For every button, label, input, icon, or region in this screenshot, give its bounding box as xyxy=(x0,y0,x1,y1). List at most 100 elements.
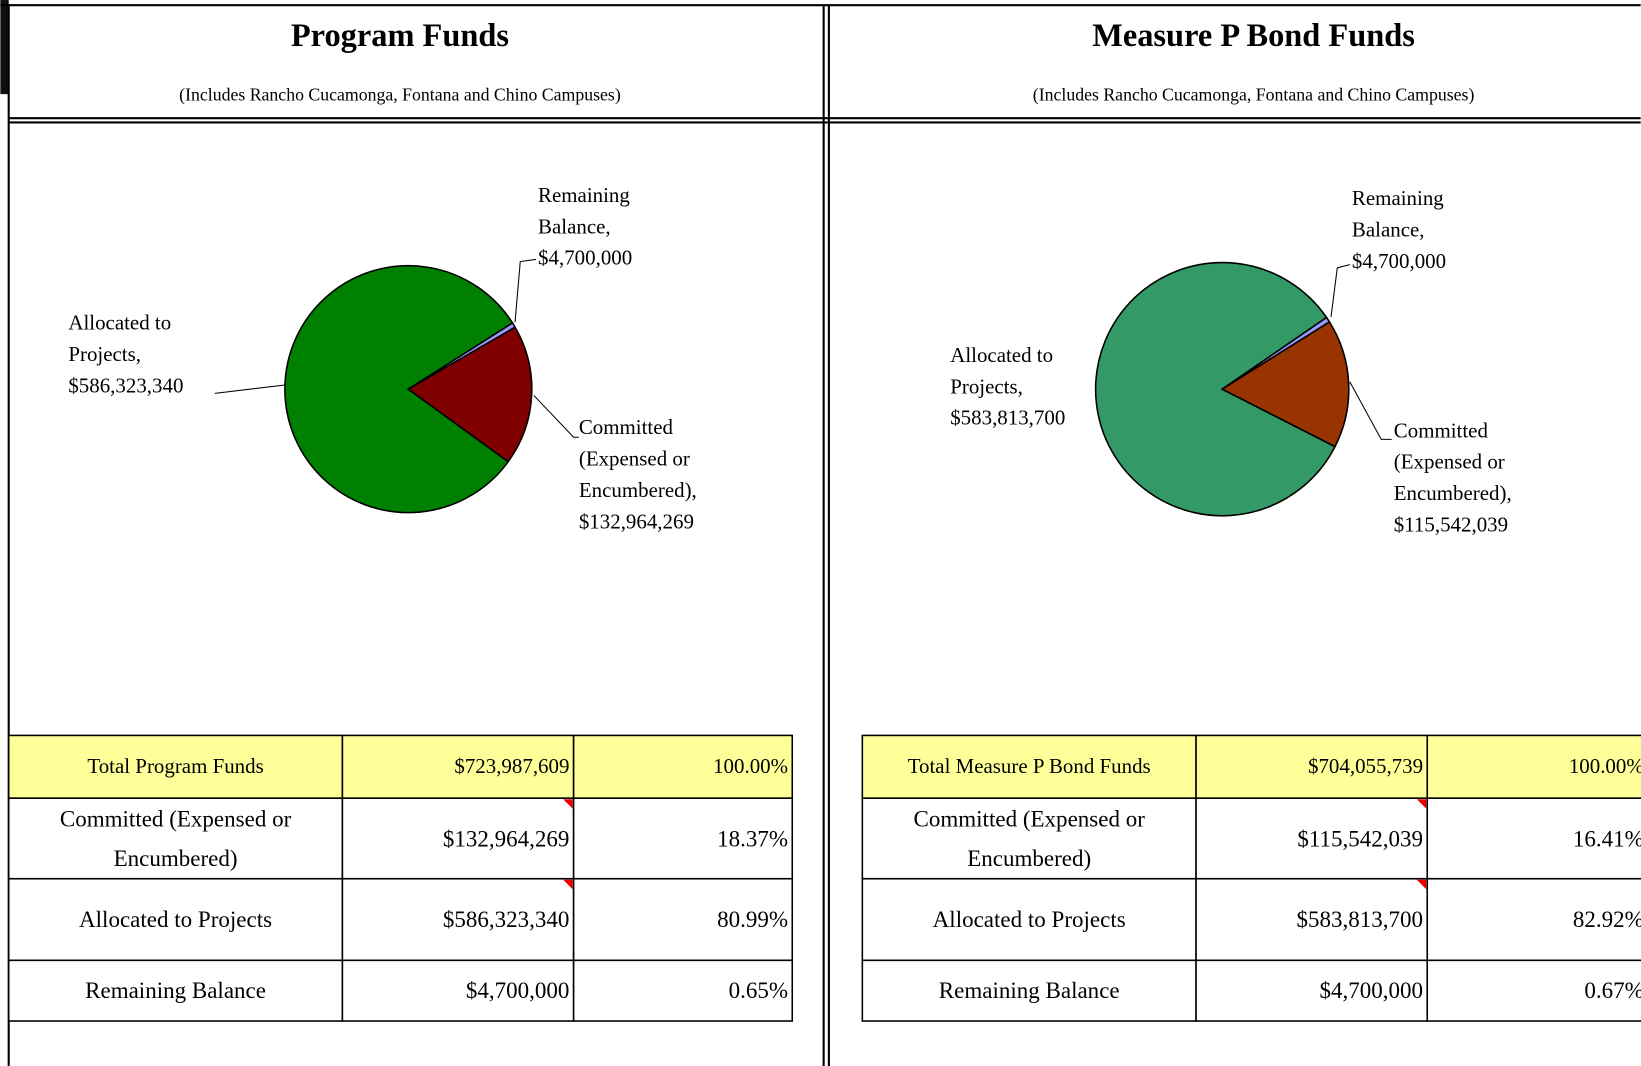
leader-line xyxy=(533,395,579,438)
cell-value: $704,055,739 xyxy=(1307,755,1424,779)
cell-value: Total Measure P Bond Funds xyxy=(907,755,1151,779)
slice-value-label: $586,323,340 xyxy=(68,374,184,398)
cell-value: 0.65% xyxy=(728,977,789,1004)
table-cell xyxy=(861,734,1197,799)
cell-content: 100.00% xyxy=(574,735,793,798)
cell-value: Allocated to Projects xyxy=(932,905,1126,933)
cell-value: $723,987,609 xyxy=(454,755,570,779)
cell-content: 0.65% xyxy=(574,960,793,1021)
cell-text: Committed (Expensed or Encumbered) xyxy=(862,798,1196,879)
leader-line xyxy=(514,258,537,323)
slice-label: Committed (Expensed or Encumbered), $115,… xyxy=(1393,419,1512,537)
panel-title: Measure P Bond Funds xyxy=(1092,18,1415,54)
cell-value: 16.41% xyxy=(1572,824,1641,852)
slice-value-label: $4,700,000 xyxy=(538,246,633,270)
pie-slice xyxy=(1094,261,1337,517)
slice-label-box: Remaining Balance, $4,700,000 xyxy=(538,180,664,274)
cell-content: 16.41% xyxy=(1427,798,1641,879)
leader-line xyxy=(214,384,285,394)
table-cell xyxy=(572,797,794,880)
slice-label: Allocated to Projects, $586,323,340 xyxy=(68,311,184,398)
cell-text: Remaining Balance xyxy=(862,960,1196,1021)
cell-value: $4,700,000 xyxy=(1319,977,1424,1004)
pie-slice xyxy=(406,326,533,463)
cell-value: $132,964,269 xyxy=(442,824,570,852)
cell-text: Allocated to Projects xyxy=(9,879,343,961)
cell-content: Committed (Expensed or Encumbered) xyxy=(862,798,1196,879)
cell-content: Allocated to Projects xyxy=(862,879,1196,961)
cell-value: $4,700,000 xyxy=(465,977,570,1004)
slice-category: Allocated to Projects, xyxy=(68,311,172,367)
leader-line xyxy=(1349,381,1392,440)
cell-value: $583,813,700 xyxy=(1296,905,1424,933)
comment-marker xyxy=(1416,879,1427,890)
cell-text: 82.92% xyxy=(1572,905,1641,933)
cell-text: Committed (Expensed or Encumbered) xyxy=(9,798,343,879)
cell-content: 18.37% xyxy=(574,798,793,879)
table-cell xyxy=(1426,959,1641,1022)
cell-text: 0.67% xyxy=(1427,960,1641,1021)
cell-content: 0.67% xyxy=(1427,960,1641,1021)
slice-label-box: Committed (Expensed or Encumbered), $132,… xyxy=(579,412,736,538)
table-cell xyxy=(1195,734,1429,799)
table-cell xyxy=(1426,797,1641,880)
cell-text: $132,964,269 xyxy=(442,824,570,852)
table-cell xyxy=(7,734,344,799)
slice-value-label: $4,700,000 xyxy=(1351,250,1447,274)
cell-value: Committed (Expensed or Encumbered) xyxy=(59,804,292,871)
cell-content: $4,700,000 xyxy=(1196,960,1427,1021)
cell-content: $583,813,700 xyxy=(1196,879,1427,961)
cell-value: $115,542,039 xyxy=(1297,824,1424,852)
table-cell xyxy=(861,877,1197,962)
cell-text: Total Program Funds xyxy=(87,755,263,778)
cell-value: 0.67% xyxy=(1584,977,1641,1004)
cell-text: Remaining Balance xyxy=(9,960,343,1021)
cell-content: Committed (Expensed or Encumbered) xyxy=(9,798,343,879)
cell-text: $704,055,739 xyxy=(1196,735,1427,798)
cell-value: 100.00% xyxy=(713,755,789,779)
cell-text: 18.37% xyxy=(574,798,793,879)
slice-label: Committed (Expensed or Encumbered), $132,… xyxy=(579,412,736,538)
cell-text: $586,323,340 xyxy=(342,879,573,961)
table-cell xyxy=(341,734,575,799)
panel-subtitle: (Includes Rancho Cucamonga, Fontana and … xyxy=(1033,84,1475,105)
table-cell xyxy=(1195,877,1429,962)
cell-value: 18.37% xyxy=(717,824,789,852)
pie-slice xyxy=(1220,320,1350,448)
cell-content: Total Measure P Bond Funds xyxy=(862,735,1196,798)
slice-value-label: $115,542,039 xyxy=(1393,513,1509,537)
table-cell xyxy=(341,877,575,962)
cell-value: 80.99% xyxy=(717,905,789,933)
cell-content: Allocated to Projects xyxy=(9,879,343,961)
slice-value-label: $583,813,700 xyxy=(950,406,1066,430)
cell-value: 82.92% xyxy=(1572,905,1641,933)
panel-subtitle: (Includes Rancho Cucamonga, Fontana and … xyxy=(179,84,621,105)
table-cell xyxy=(572,877,794,962)
cell-content: $586,323,340 xyxy=(342,879,573,961)
cell-content: $723,987,609 xyxy=(342,735,573,798)
cell-text: $723,987,609 xyxy=(342,735,573,798)
cell-value: $586,323,340 xyxy=(442,905,570,933)
slice-label-box: Allocated to Projects, $583,813,700 xyxy=(950,340,1096,434)
cell-content: Remaining Balance xyxy=(9,960,343,1021)
table-cell xyxy=(572,734,794,799)
cell-value: Allocated to Projects xyxy=(79,905,273,933)
cell-content: 100.00% xyxy=(1427,735,1641,798)
cell-value: Remaining Balance xyxy=(85,977,266,1004)
table-cell xyxy=(572,959,794,1022)
slice-category: Committed (Expensed or Encumbered), xyxy=(578,416,697,503)
cell-content: 80.99% xyxy=(574,879,793,961)
table-cell xyxy=(861,959,1197,1022)
table-cell xyxy=(7,877,344,962)
table-cell xyxy=(1195,959,1429,1022)
cell-text: 100.00% xyxy=(1427,735,1641,798)
table-cell xyxy=(341,797,575,880)
slice-category: Remaining Balance, xyxy=(1351,187,1444,242)
cell-text: Allocated to Projects xyxy=(862,879,1196,961)
cell-text: $4,700,000 xyxy=(1196,960,1427,1021)
cell-content: $704,055,739 xyxy=(1196,735,1427,798)
cell-text: $115,542,039 xyxy=(1297,824,1424,852)
cell-content: Remaining Balance xyxy=(862,960,1196,1021)
cell-value: 100.00% xyxy=(1568,755,1641,779)
